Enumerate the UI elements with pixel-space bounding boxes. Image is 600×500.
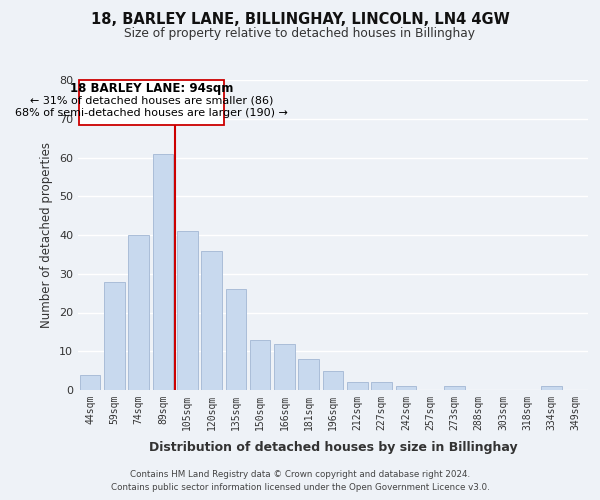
Bar	[444, 386, 465, 390]
Bar	[323, 370, 343, 390]
Bar	[177, 231, 197, 390]
Y-axis label: Number of detached properties: Number of detached properties	[40, 142, 53, 328]
Bar	[347, 382, 368, 390]
Bar	[152, 154, 173, 390]
Text: 18, BARLEY LANE, BILLINGHAY, LINCOLN, LN4 4GW: 18, BARLEY LANE, BILLINGHAY, LINCOLN, LN…	[91, 12, 509, 28]
Bar	[395, 386, 416, 390]
Bar	[298, 359, 319, 390]
X-axis label: Distribution of detached houses by size in Billinghay: Distribution of detached houses by size …	[149, 441, 517, 454]
Bar	[226, 289, 246, 390]
Text: 18 BARLEY LANE: 94sqm: 18 BARLEY LANE: 94sqm	[70, 82, 233, 95]
Bar	[104, 282, 125, 390]
Text: ← 31% of detached houses are smaller (86): ← 31% of detached houses are smaller (86…	[30, 95, 273, 105]
Bar	[128, 235, 149, 390]
Text: Contains HM Land Registry data © Crown copyright and database right 2024.
Contai: Contains HM Land Registry data © Crown c…	[110, 470, 490, 492]
Bar	[250, 340, 271, 390]
Bar	[371, 382, 392, 390]
Bar	[80, 374, 100, 390]
Bar	[201, 250, 222, 390]
Text: Size of property relative to detached houses in Billinghay: Size of property relative to detached ho…	[125, 28, 476, 40]
FancyBboxPatch shape	[79, 80, 224, 124]
Bar	[541, 386, 562, 390]
Bar	[274, 344, 295, 390]
Text: 68% of semi-detached houses are larger (190) →: 68% of semi-detached houses are larger (…	[15, 108, 288, 118]
